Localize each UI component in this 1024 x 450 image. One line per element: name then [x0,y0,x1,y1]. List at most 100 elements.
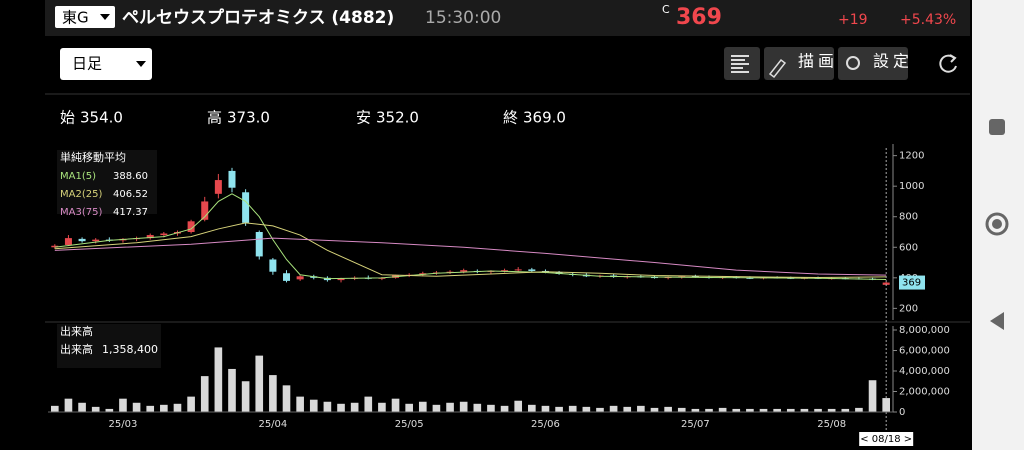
candle-body [746,277,754,279]
candle-body [92,239,100,242]
volume-bar [514,400,523,412]
volume-bar [568,405,577,412]
x-tick-label: 25/07 [681,419,710,430]
volume-bar [146,405,155,412]
x-tick-label: 25/05 [395,419,424,430]
candle-body [514,269,522,271]
ohlc-value: 352.0 [376,109,419,127]
y-tick-label: 600 [899,242,918,253]
volume-bar [528,404,536,412]
volume-bar [432,404,441,412]
ma-line [54,222,887,279]
period-select[interactable] [60,48,152,80]
volume-bar [882,398,890,412]
volume-bar [582,406,591,412]
gear-icon [846,56,860,70]
candle-body [882,282,890,285]
volume-bar [814,408,822,412]
y-tick-label: 4,000,000 [899,366,950,377]
candle-body [160,233,168,236]
candle-body [242,192,250,223]
market-select[interactable] [55,6,115,28]
volume-bar [500,405,509,412]
volume-bar [473,403,482,412]
nav-back[interactable] [990,312,1004,330]
volume-bar [132,402,141,412]
volume-bar [446,402,454,412]
volume-bar [418,401,427,412]
price-tag [899,275,925,290]
dropdown-arrow [136,61,146,67]
volume-bar [214,347,223,412]
volume-bar [200,376,209,412]
volume-bar [677,407,686,412]
period: 日足 [72,55,102,73]
volume-bar [78,402,86,412]
volume-bar [296,396,304,412]
y-tick-label: 200 [899,303,918,314]
change: +19 [838,12,868,28]
candle-body [187,221,195,232]
volume-bar [364,396,373,412]
price-prefix: C [662,3,670,16]
legend-value: 417.37 [113,207,148,218]
candle-body [146,235,154,239]
price: 369 [676,5,722,30]
volume-bar [91,406,100,412]
volume-bar [337,403,345,412]
volume-bar [868,380,877,412]
candle-body [201,201,209,220]
ohlc-value: 373.0 [227,109,270,127]
x-tick-label: 25/06 [531,419,560,430]
y-tick-label: 0 [899,407,905,418]
legend-title: 出来高 [60,324,93,338]
candle-body [296,276,304,280]
legend-title: 単純移動平均 [60,150,126,164]
ohlc-label: 安 [356,109,371,127]
volume-bar [105,408,114,412]
time: 15:30:00 [425,8,501,28]
volume-bar [732,408,741,412]
volume-bar [487,404,495,412]
candle-body [214,180,222,194]
volume-bar [759,408,768,412]
legend-box [57,324,161,368]
draw-button[interactable] [764,47,834,80]
volume-bar [119,398,127,412]
x-tick-label: 25/03 [109,419,138,430]
volume-bar [64,398,73,412]
volume-bar [309,399,318,412]
volume-bar [623,406,632,412]
y-tick-label: 1000 [899,181,924,192]
candle-body [78,238,86,242]
volume-bar [269,375,277,412]
volume-bar [323,401,332,412]
volume-bar [187,396,195,412]
volume-bar [596,407,604,412]
nav-recent[interactable] [989,119,1005,135]
nav-home[interactable] [985,212,1009,236]
x-tick-label: 25/04 [258,419,287,430]
y-tick-label: 1200 [899,151,924,162]
settings-button[interactable] [838,47,908,80]
candle-body [228,170,236,188]
ohlc-label: 始 [60,109,75,127]
volume-bar [555,406,563,412]
y-tick-label: 8,000,000 [899,325,950,336]
legend-name: MA3(75) [60,207,102,218]
candle-body [691,276,699,278]
indicator-icon [731,55,749,73]
refresh-icon[interactable] [939,54,957,73]
candle-body [460,270,468,272]
stock-name: ペルセウスプロテオミクス (4882) [122,7,394,28]
volume-bar [841,408,850,412]
legend-name: MA2(25) [60,189,102,200]
candle-body [51,245,59,248]
settings-label: 設定 [873,52,913,71]
volume-bar [786,408,795,412]
volume-bar [459,401,468,412]
volume-bar [51,405,59,412]
volume-bar [637,405,645,412]
